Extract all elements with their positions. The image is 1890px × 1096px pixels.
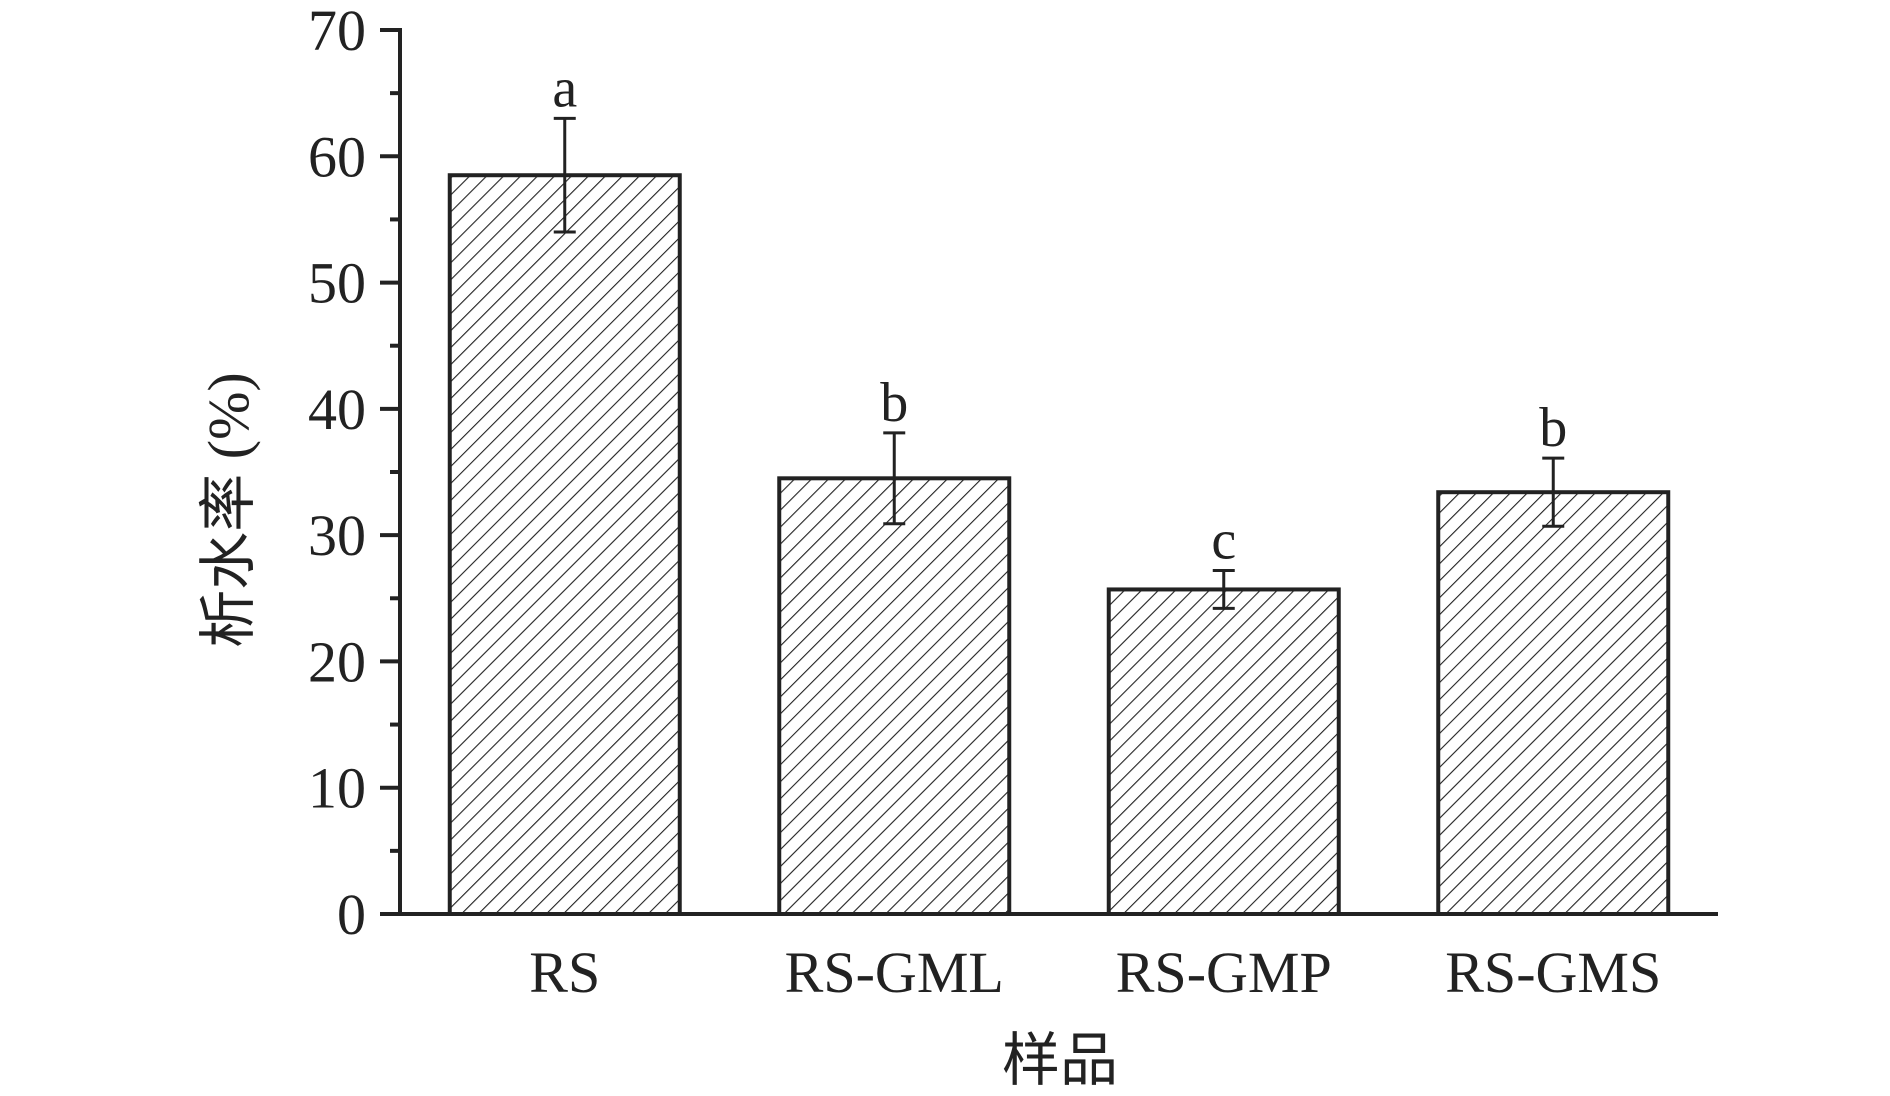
significance-label-rs-gms: b [1539,397,1567,459]
significance-label-rs-gml: b [880,372,908,434]
y-tick-label-40: 40 [308,377,366,442]
plot-area: a RS b RS-GML c RS-GMP b RS-GMS 0 10 20 30 40 50 60 70 [308,0,1718,1005]
bar-rs-gmp [1106,587,1341,917]
y-tick-label-70: 70 [308,0,366,63]
x-tick-label-rs-gmp: RS-GMP [1116,940,1332,1005]
y-tick-label-60: 60 [308,124,366,189]
x-tick-label-rs: RS [529,940,600,1005]
significance-label-rs: a [552,57,577,119]
y-tick-label-30: 30 [308,503,366,568]
y-tick-label-0: 0 [337,882,366,947]
x-axis-title: 样品 [1002,1028,1118,1093]
significance-label-rs-gmp: c [1211,510,1236,572]
y-tick-label-50: 50 [308,251,366,316]
y-tick-label-20: 20 [308,629,366,694]
x-tick-label-rs-gms: RS-GMS [1445,940,1661,1005]
x-tick-label-rs-gml: RS-GML [785,940,1004,1005]
bar-rs-gms [1436,490,1671,916]
bar-rs [447,173,682,916]
y-axis-title: 析水率 (%) [196,372,261,647]
bar-rs-gml [777,476,1012,916]
y-tick-label-10: 10 [308,756,366,821]
